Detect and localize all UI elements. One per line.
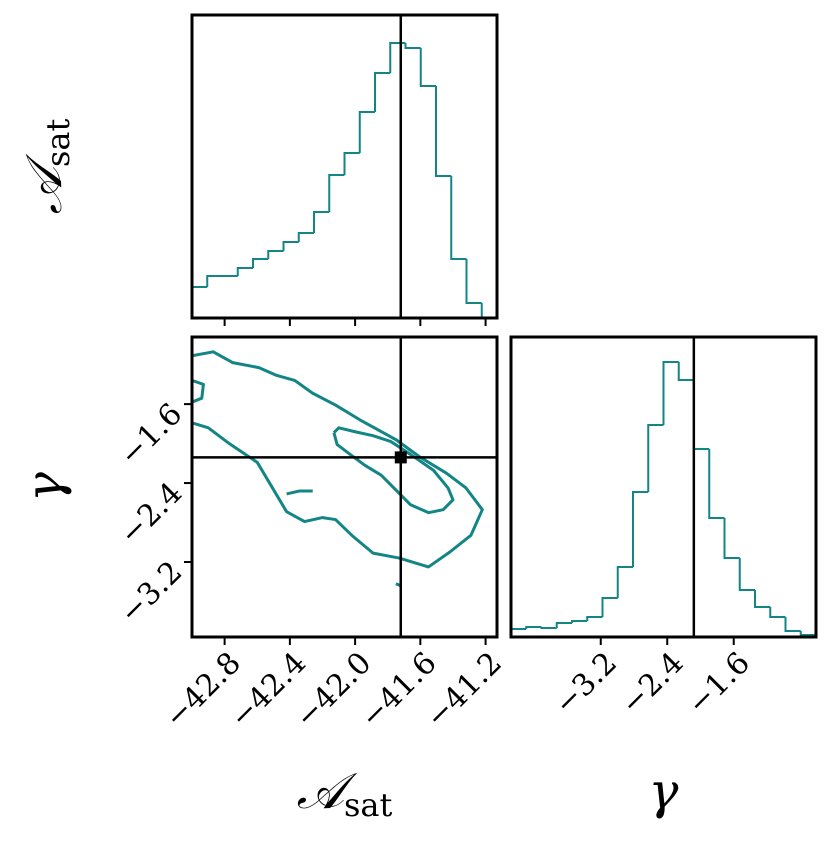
hist-step bbox=[252, 258, 269, 268]
x-tick-label: −1.6 bbox=[681, 646, 757, 722]
panel-frame bbox=[509, 335, 818, 639]
hist-step bbox=[784, 617, 801, 632]
hist-step bbox=[586, 616, 603, 621]
hist-step bbox=[480, 303, 497, 318]
hist-step bbox=[555, 622, 572, 628]
hist-step bbox=[450, 176, 467, 260]
x-tick-label: −2.4 bbox=[614, 646, 690, 722]
hist-step bbox=[282, 241, 299, 251]
hist-step bbox=[374, 72, 391, 112]
hist-step bbox=[677, 362, 694, 381]
label-sub: sat bbox=[39, 119, 77, 168]
axis-label: γ bbox=[15, 472, 73, 502]
hist-step bbox=[525, 626, 542, 629]
panel-frame bbox=[190, 335, 499, 639]
hist-step bbox=[632, 491, 649, 567]
axis-label: 𝒜sat bbox=[15, 119, 77, 215]
hist-step bbox=[465, 259, 482, 304]
hist-step bbox=[267, 250, 284, 259]
hist-step bbox=[419, 48, 436, 87]
hist-step bbox=[769, 607, 786, 618]
label-sub: sat bbox=[344, 786, 393, 824]
y-tick-label: −1.6 bbox=[113, 397, 189, 473]
axis-label: 𝒜sat bbox=[297, 762, 393, 824]
hist-step bbox=[358, 111, 375, 153]
hist-step bbox=[540, 627, 557, 629]
hist-step bbox=[313, 211, 330, 233]
hist-step bbox=[799, 631, 816, 636]
hist-step bbox=[723, 518, 740, 559]
axis-label: γ bbox=[649, 762, 679, 820]
hist-step bbox=[206, 275, 223, 287]
hist-step bbox=[435, 86, 452, 177]
plot-area bbox=[192, 337, 497, 637]
hist-step bbox=[647, 424, 664, 492]
plot-area bbox=[511, 337, 816, 637]
hist-step bbox=[297, 232, 314, 242]
hist-step bbox=[693, 380, 710, 450]
panel-frame bbox=[190, 13, 499, 320]
hist-step bbox=[389, 42, 406, 73]
hist-step bbox=[328, 174, 345, 212]
hist-step bbox=[662, 361, 679, 425]
x-tick-label: −3.2 bbox=[548, 646, 624, 722]
contour bbox=[192, 350, 484, 588]
contour bbox=[332, 426, 455, 515]
truth-marker bbox=[394, 451, 407, 464]
hist-step bbox=[616, 566, 633, 598]
hist-step bbox=[404, 43, 421, 49]
y-tick-label: −2.4 bbox=[113, 476, 189, 552]
y-tick-label: −3.2 bbox=[113, 555, 189, 631]
hist-step bbox=[738, 558, 755, 591]
hist-step bbox=[236, 267, 253, 276]
hist-step bbox=[708, 449, 725, 519]
hist-step bbox=[601, 597, 618, 617]
plot-area bbox=[192, 15, 497, 318]
hist-step bbox=[571, 620, 588, 623]
hist-step bbox=[754, 590, 771, 608]
x-tick-label: −41.2 bbox=[419, 646, 509, 736]
hist-step bbox=[343, 152, 360, 175]
